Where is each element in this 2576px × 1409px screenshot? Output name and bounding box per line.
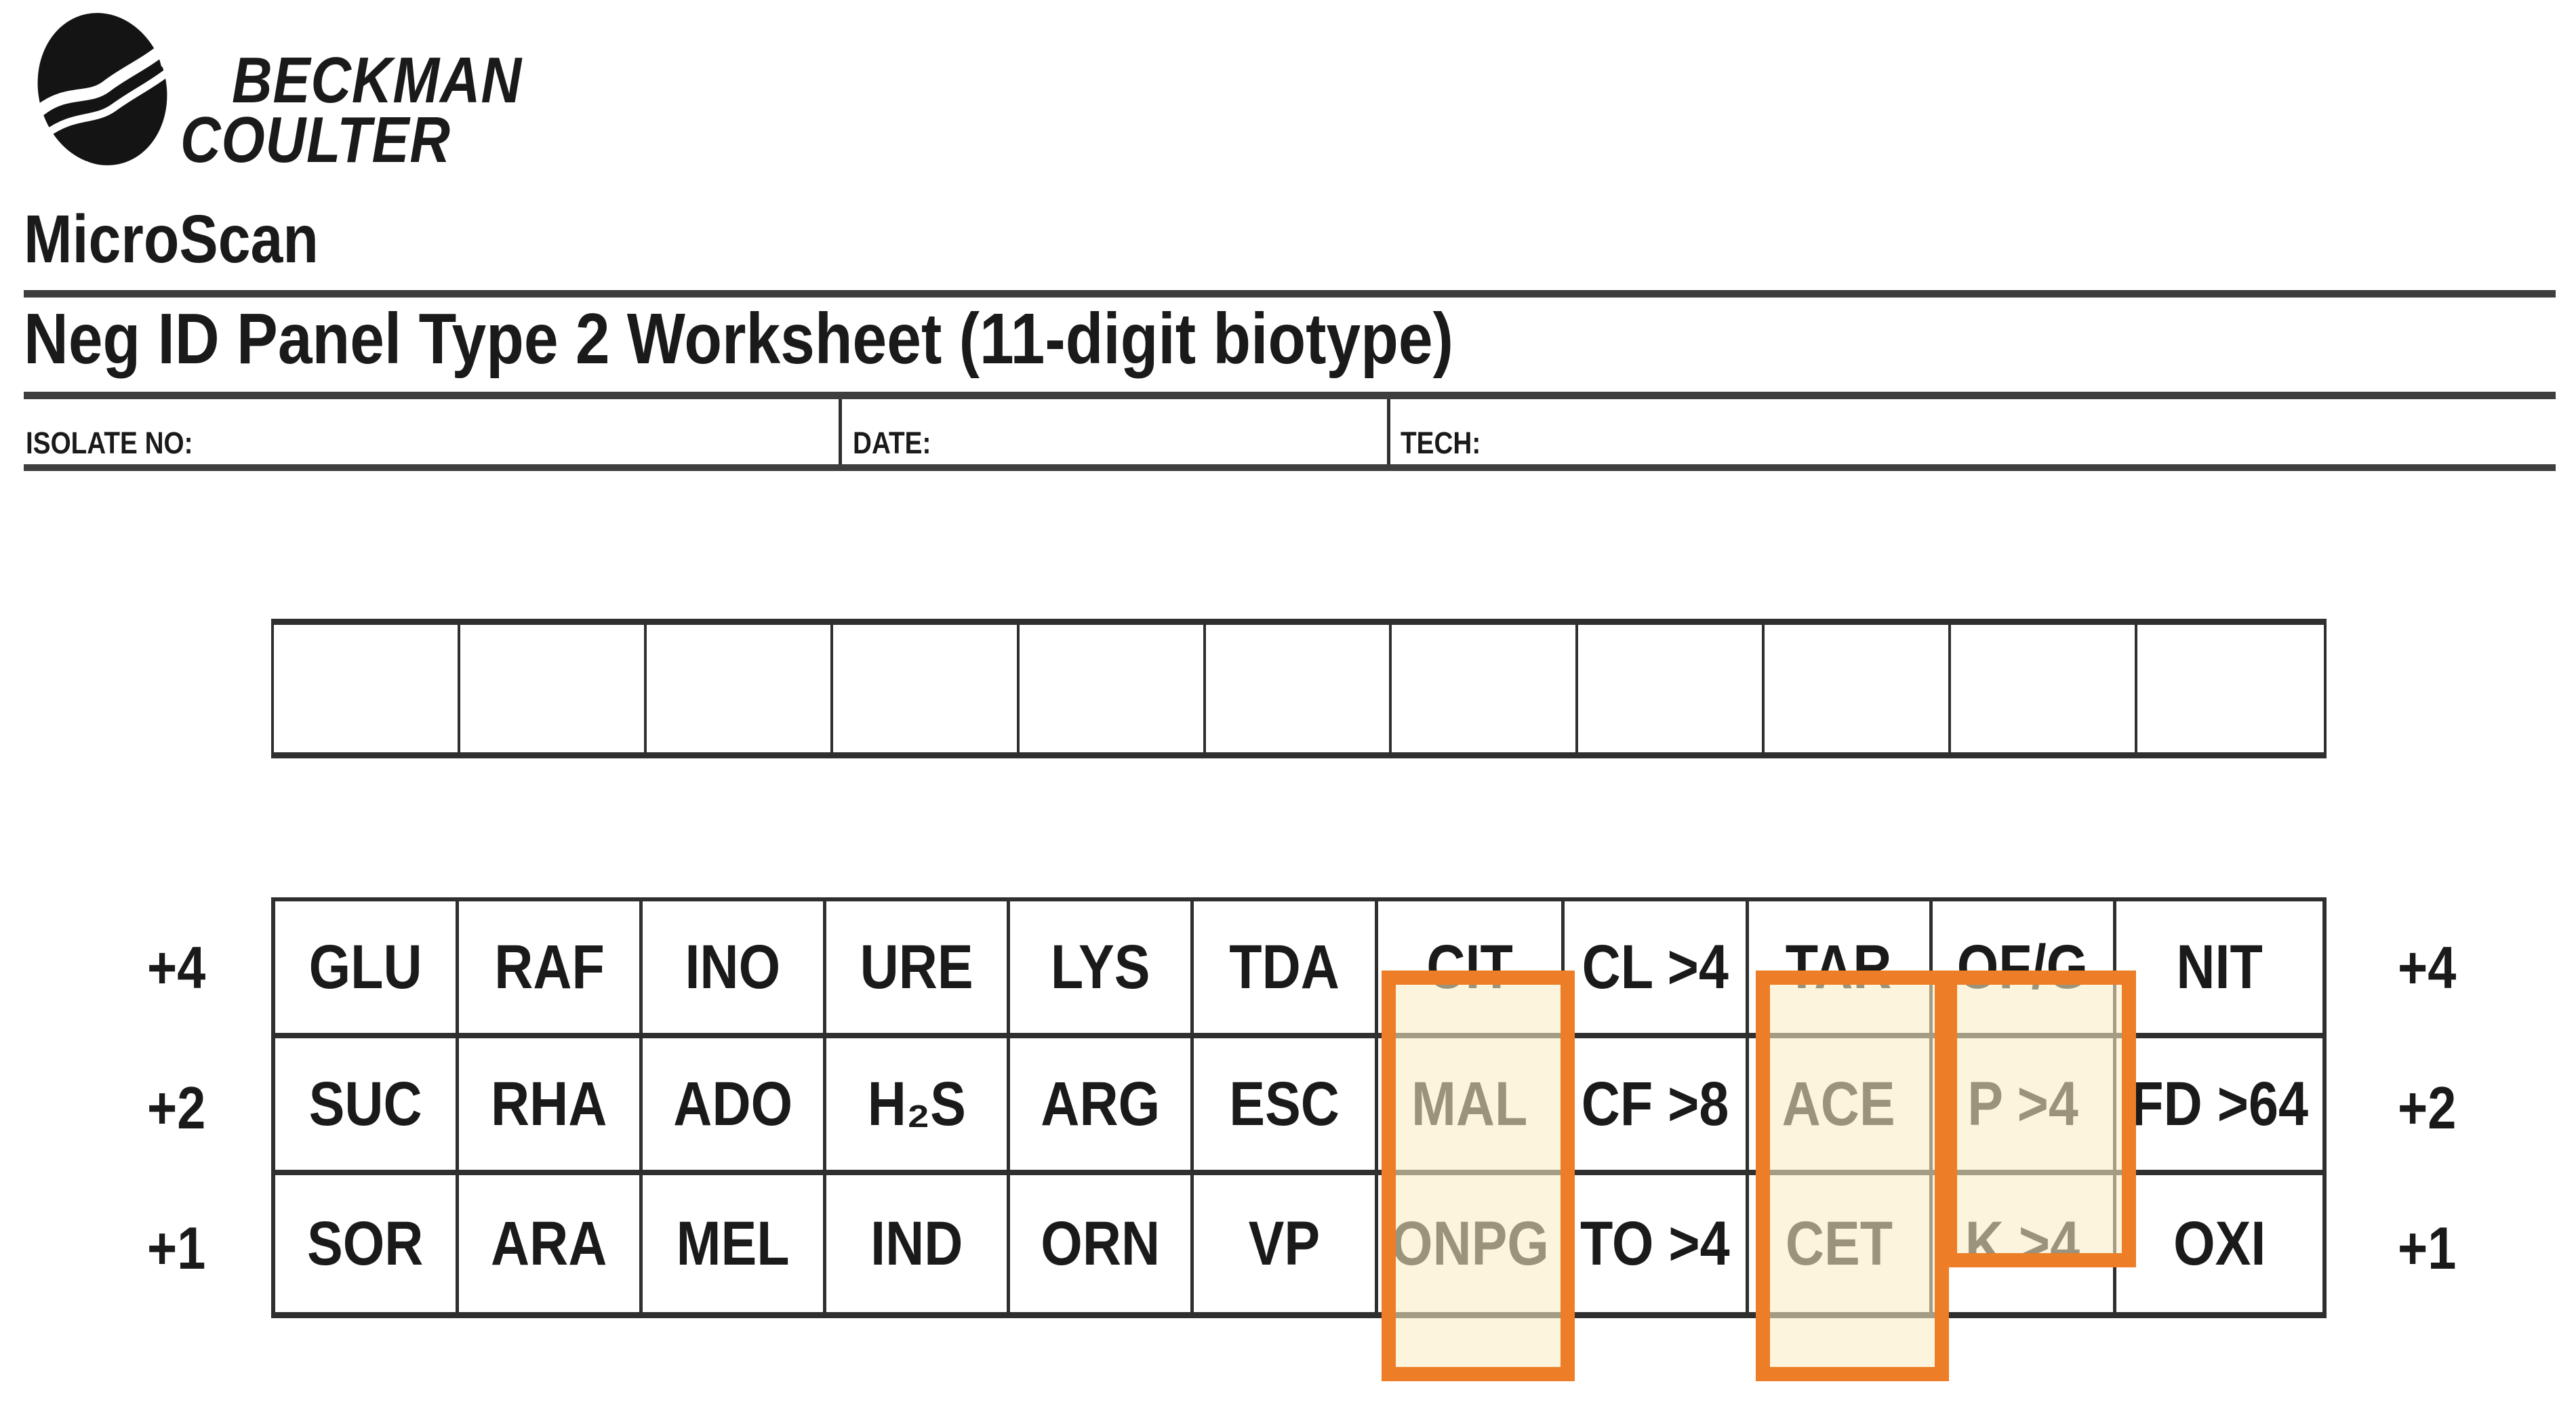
- tech-label: TECH:: [1401, 426, 1481, 460]
- reaction-cell-ado: ADO: [643, 1038, 827, 1175]
- reaction-cell-vp: VP: [1194, 1175, 1378, 1312]
- biotype-digit-box: [460, 625, 647, 752]
- reaction-cell-arg: ARG: [1010, 1038, 1194, 1175]
- biotype-digit-box: [1951, 625, 2138, 752]
- reaction-cell-onpg: ONPG: [1378, 1175, 1565, 1312]
- reaction-cell-ino: INO: [643, 901, 827, 1038]
- reaction-cell-k-4: K >4: [1933, 1175, 2116, 1312]
- page-title: Neg ID Panel Type 2 Worksheet (11-digit …: [24, 299, 1453, 379]
- weight-label-left-4: +4: [146, 933, 206, 1001]
- reaction-cell-h-s: H₂S: [826, 1038, 1011, 1175]
- brand-name-coulter: COULTER: [180, 104, 451, 176]
- reaction-cell-suc: SUC: [275, 1038, 460, 1175]
- biotype-digit-box: [647, 625, 833, 752]
- weight-label-left-1: +1: [146, 1214, 206, 1282]
- reaction-cell-mal: MAL: [1377, 1038, 1565, 1175]
- panel-grid: GLU RAF INO URE LYS TDA CIT CL >4 TAR OF/G NIT SUC R…: [271, 897, 2327, 1318]
- reaction-cell-of-g: OF/G: [1932, 901, 2116, 1038]
- reaction-cell-p-4: P >4: [1932, 1038, 2116, 1175]
- weight-label-left-2: +2: [146, 1074, 206, 1141]
- biotype-digit-box: [1765, 625, 1952, 752]
- reaction-cell-sor: SOR: [275, 1175, 460, 1312]
- reaction-cell-lys: LYS: [1010, 901, 1194, 1038]
- brand-name-beckman: BECKMAN: [232, 44, 522, 117]
- reaction-cell-rha: RHA: [459, 1038, 643, 1175]
- reaction-cell-nit: NIT: [2116, 901, 2322, 1038]
- beckman-coulter-logo-mark: [33, 13, 173, 167]
- title-rule-bottom: [24, 392, 2556, 399]
- form-divider-2: [1387, 399, 1390, 464]
- form-rule-bottom: [24, 464, 2556, 471]
- biotype-digit-box: [1206, 625, 1392, 752]
- form-divider-1: [839, 399, 842, 464]
- reaction-cell-mel: MEL: [643, 1175, 827, 1312]
- reaction-cell-tda: TDA: [1194, 901, 1378, 1038]
- biotype-boxes-row: [271, 619, 2327, 758]
- reaction-cell-ind: IND: [826, 1175, 1011, 1312]
- reaction-cell-cit: CIT: [1377, 901, 1565, 1038]
- biotype-digit-box: [2137, 625, 2324, 752]
- biotype-digit-box: [274, 625, 460, 752]
- biotype-digit-box: [1392, 625, 1579, 752]
- weight-label-right-1: +1: [2397, 1214, 2457, 1282]
- reaction-cell-raf: RAF: [459, 901, 643, 1038]
- reaction-cell-ure: URE: [826, 901, 1011, 1038]
- title-rule-top: [24, 290, 2556, 298]
- reaction-cell-ara: ARA: [459, 1175, 643, 1312]
- reaction-cell-glu: GLU: [275, 901, 460, 1038]
- reaction-cell-oxi: OXI: [2173, 1208, 2266, 1278]
- reaction-cell-ace: ACE: [1748, 1038, 1933, 1175]
- reaction-cell-orn: ORN: [1010, 1175, 1194, 1312]
- reaction-cell-cl-4: CL >4: [1565, 901, 1749, 1038]
- biotype-digit-box: [1578, 625, 1765, 752]
- reaction-cell-cet: CET: [1749, 1175, 1933, 1312]
- weight-label-right-2: +2: [2397, 1074, 2457, 1141]
- biotype-digit-box: [1020, 625, 1206, 752]
- reaction-cell-to-4: TO >4: [1565, 1175, 1749, 1312]
- reaction-cell-fd-64: FD >64: [2116, 1038, 2322, 1175]
- reaction-cell-tar: TAR: [1748, 901, 1933, 1038]
- biotype-digit-box: [833, 625, 1020, 752]
- product-name: MicroScan: [24, 201, 319, 277]
- date-label: DATE:: [853, 426, 931, 460]
- reaction-cell-cf-8: CF >8: [1565, 1038, 1749, 1175]
- isolate-no-label: ISOLATE NO:: [26, 426, 193, 460]
- weight-label-right-4: +4: [2397, 933, 2457, 1001]
- reaction-cell-esc: ESC: [1194, 1038, 1378, 1175]
